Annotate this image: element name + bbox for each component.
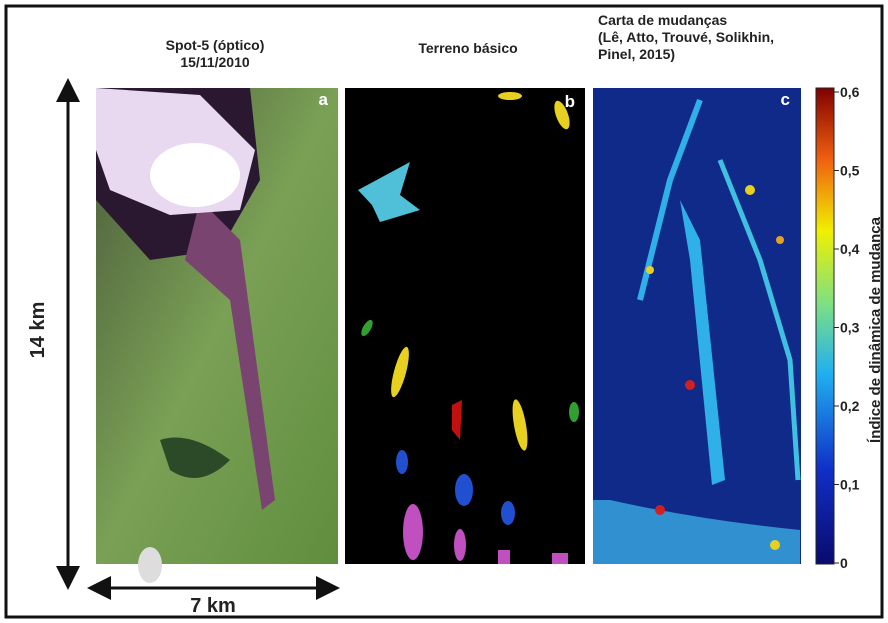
colorbar-tick-label: 0,6 — [840, 84, 860, 100]
panel-letter: a — [319, 90, 329, 109]
panel-letter: b — [565, 92, 575, 111]
colorbar-tick-label: 0,1 — [840, 477, 860, 493]
colorbar-label: Índice de dinâmica de mudança — [867, 216, 884, 443]
colorbar-tick-label: 0,3 — [840, 320, 860, 336]
colorbar-tick-label: 0,4 — [840, 241, 860, 257]
panel-title: (Lê, Atto, Trouvé, Solikhin, — [598, 29, 774, 45]
colorbar-tick-label: 0,2 — [840, 398, 860, 414]
horizontal-scale-label: 7 km — [190, 595, 236, 617]
panel-a-image — [96, 88, 338, 583]
panel-title: Terreno básico — [418, 40, 517, 56]
panel-letter: c — [781, 90, 790, 109]
colorbar-tick-label: 0 — [840, 555, 848, 571]
panel-title: Pinel, 2015) — [598, 46, 675, 62]
colorbar — [816, 88, 834, 564]
panel-c-image — [593, 88, 801, 564]
panel-title: Spot-5 (óptico) — [166, 37, 265, 53]
colorbar-tick-label: 0,5 — [840, 163, 860, 179]
panel-title: 15/11/2010 — [180, 54, 250, 70]
panel-title: Carta de mudanças — [598, 12, 727, 28]
panel-b-image — [345, 88, 585, 564]
vertical-scale-label: 14 km — [27, 302, 49, 359]
figure: 14 km 7 km Índice de dinâmica de mudança… — [0, 0, 888, 623]
page: 14 km 7 km Índice de dinâmica de mudança… — [0, 0, 888, 623]
